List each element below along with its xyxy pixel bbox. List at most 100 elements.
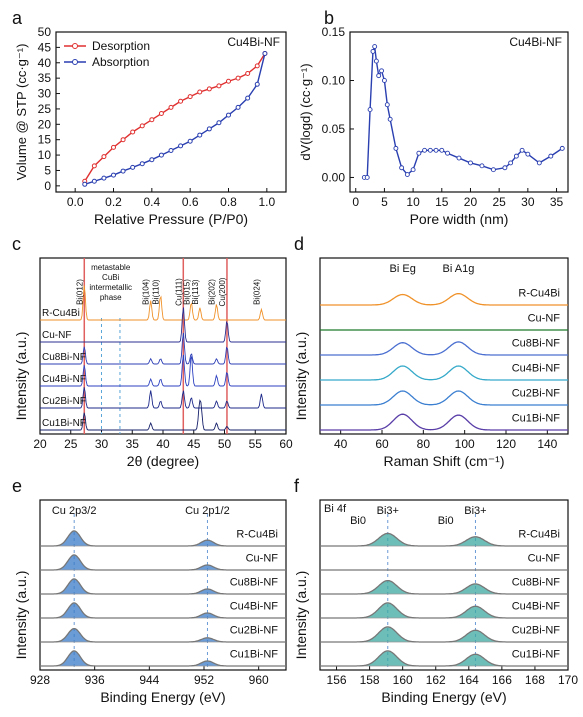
x-tick-label: 164 — [459, 673, 479, 687]
peak-label: Bi0 — [438, 515, 454, 527]
x-tick-label: 20 — [464, 195, 478, 209]
plot-frame — [319, 257, 569, 435]
data-point — [439, 147, 445, 153]
panel-a: 0.0 0.2 0.4 0.6 0.8 1.0 Relative Pressure (P/P… — [12, 8, 287, 227]
x-axis-label: Pore width (nm) — [410, 211, 509, 227]
series-label: Cu1Bi-NF — [230, 649, 279, 661]
data-point — [525, 151, 531, 157]
series-line — [320, 602, 568, 619]
legend-marker — [72, 59, 78, 65]
x-tick-label: 168 — [525, 673, 545, 687]
series-label: Cu1Bi-NF — [512, 649, 561, 661]
data-point — [370, 48, 376, 54]
series-label: Cu-NF — [246, 553, 279, 565]
x-tick-label: 100 — [455, 437, 475, 451]
legend-label: Absorption — [92, 55, 149, 69]
series-label: Cu8Bi-NF — [230, 577, 279, 589]
series-area — [320, 533, 568, 546]
series-line — [40, 530, 286, 547]
plot-frame — [319, 499, 569, 671]
data-point — [393, 145, 399, 151]
series-line — [320, 292, 568, 306]
series-line — [40, 399, 286, 431]
y-tick-label: 5 — [44, 163, 51, 177]
series-label: Cu1Bi-NF — [512, 412, 561, 424]
data-point — [206, 126, 212, 132]
panel-letter: b — [324, 8, 334, 28]
data-point — [226, 78, 231, 84]
data-point — [379, 68, 385, 74]
series-area — [320, 626, 568, 642]
series-label: Cu4Bi-NF — [512, 362, 561, 374]
x-tick-label: 140 — [537, 437, 557, 451]
data-point — [235, 75, 241, 81]
data-point — [404, 172, 410, 177]
data-point — [130, 164, 136, 170]
data-point — [410, 167, 416, 173]
data-point — [101, 175, 107, 181]
x-tick-label: 960 — [249, 673, 269, 687]
peak-label: Bi Eg — [390, 263, 416, 275]
series-line-absorption — [84, 53, 266, 185]
data-point — [139, 161, 145, 167]
series-label: Cu8Bi-NF — [42, 352, 86, 363]
data-point — [254, 63, 260, 69]
data-point — [422, 147, 428, 153]
series-line — [320, 413, 568, 431]
x-tick-label: 80 — [417, 437, 431, 451]
peak-label: Cu(111) — [174, 278, 183, 306]
x-tick-label: 952 — [194, 673, 214, 687]
data-point — [120, 137, 126, 143]
data-point — [384, 102, 390, 108]
series-line — [40, 387, 286, 409]
data-point — [372, 44, 378, 49]
data-point — [226, 112, 231, 118]
y-tick-label: 0.05 — [322, 122, 346, 136]
series-area — [40, 628, 286, 642]
series-line — [40, 354, 286, 387]
intermetallic-label: phase — [100, 293, 122, 302]
series-line — [320, 579, 568, 595]
y-tick-label: 0.15 — [322, 25, 346, 39]
series-area — [40, 578, 286, 594]
y-tick-label: 35 — [38, 71, 52, 85]
x-tick-label: 158 — [360, 673, 380, 687]
x-tick-label: 35 — [126, 437, 140, 451]
x-tick-label: 160 — [393, 673, 413, 687]
series-label: Cu-NF — [42, 330, 71, 341]
x-tick-label: 0.4 — [143, 195, 160, 209]
panel-letter: d — [294, 234, 304, 254]
x-tick-label: 0 — [352, 195, 359, 209]
data-point — [178, 98, 184, 104]
y-axis-label: dV(logd) (cc·g⁻¹) — [298, 63, 313, 160]
data-point — [376, 73, 382, 79]
y-tick-label: 45 — [38, 40, 52, 54]
series-line — [40, 554, 286, 571]
panel-letter: c — [12, 234, 21, 254]
x-axis-label: Raman Shift (cm⁻¹) — [384, 453, 505, 469]
data-point — [245, 71, 251, 77]
data-point — [101, 154, 107, 160]
series-label: Cu2Bi-NF — [512, 625, 561, 637]
peak-label: Bi(012) — [75, 279, 84, 305]
x-tick-label: 162 — [426, 673, 446, 687]
peak-label: Cu 2p1/2 — [185, 505, 230, 517]
x-tick-label: 50 — [218, 437, 232, 451]
series-line — [40, 602, 286, 619]
data-point — [262, 51, 268, 57]
data-point — [168, 147, 174, 153]
x-axis-label: Binding Energy (eV) — [381, 689, 506, 705]
annotation: Cu4Bi-NF — [227, 35, 280, 49]
peak-label: Bi(024) — [252, 279, 261, 305]
series-label: R-Cu4Bi — [518, 529, 560, 541]
legend-marker — [72, 43, 78, 49]
data-point — [468, 160, 473, 166]
x-tick-label: 156 — [327, 673, 347, 687]
series-label: Cu8Bi-NF — [512, 337, 561, 349]
data-point — [197, 132, 203, 138]
panel-c: 20 25 30 35 40 45 50 55 60 2θ (degree) c Intensity … — [12, 234, 293, 469]
x-tick-label: 15 — [435, 195, 449, 209]
data-point — [149, 157, 155, 163]
series-label: Cu4Bi-NF — [230, 601, 279, 613]
